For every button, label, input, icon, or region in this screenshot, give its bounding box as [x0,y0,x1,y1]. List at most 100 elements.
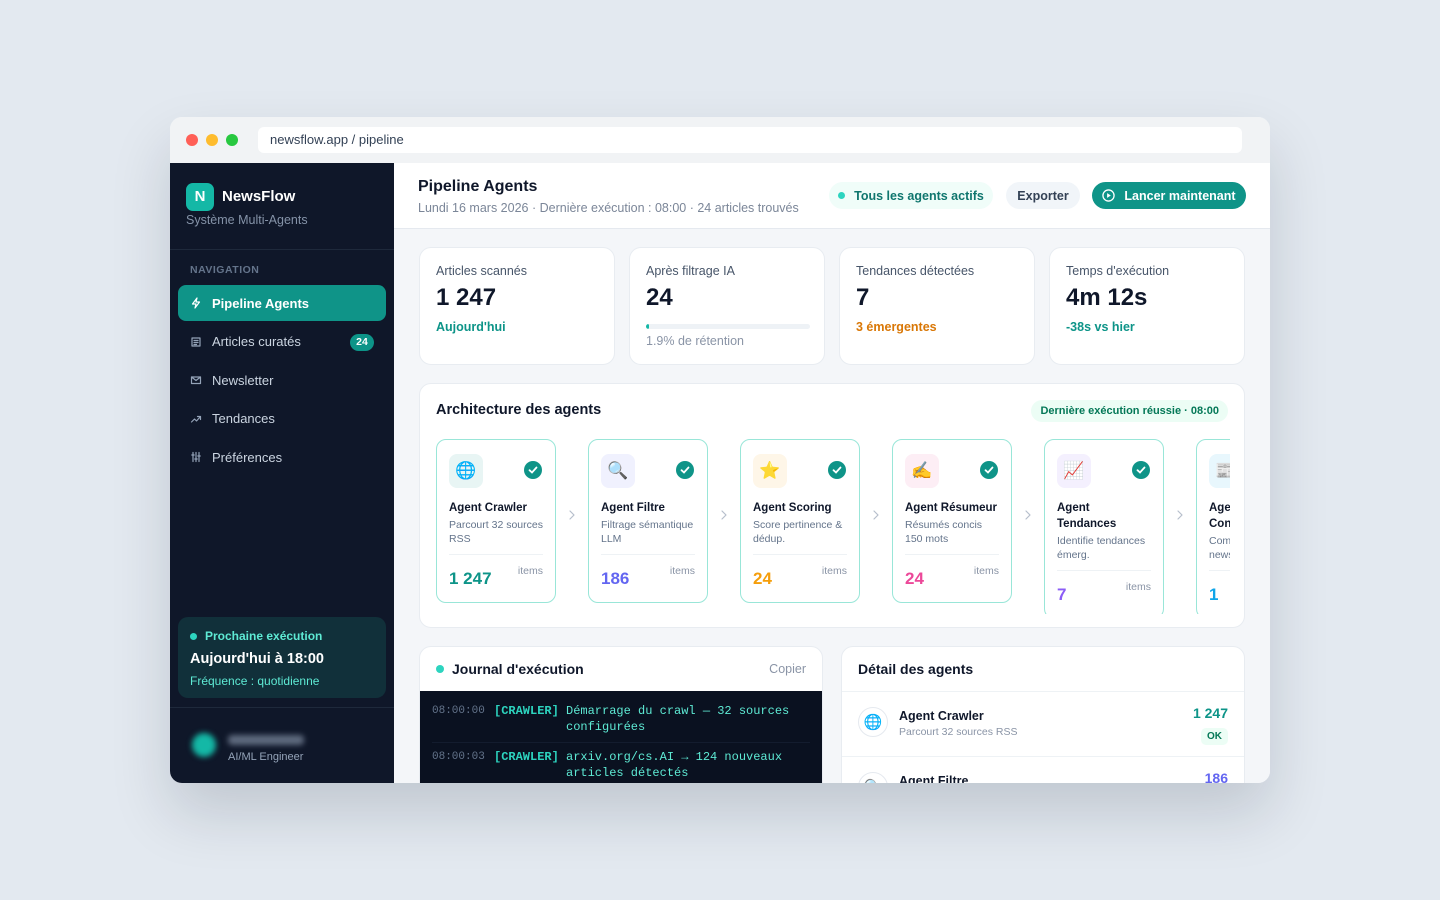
nav-item[interactable]: Pipeline Agents [178,285,386,321]
agent-icon: ✍️ [905,454,939,488]
nav-item[interactable]: Tendances [178,401,386,437]
copy-button[interactable]: Copier [769,662,806,676]
agent-count: 1 247 [449,569,492,588]
stat-value: 1 247 [436,284,497,311]
log-tag: [CRAWLER] [494,704,559,718]
check [832,466,842,474]
agent-unit: items [821,565,847,577]
agent-icon: 📈 [1057,454,1091,488]
agent-card[interactable]: ✍️ Agent Résumeur Résumés concis 150 mots 2… [892,439,1012,603]
journal-title: Journal d'exécution [436,661,584,677]
stat-label: Articles scannés [436,264,528,278]
agent-check [676,461,694,479]
icon [190,376,202,385]
log-message: Démarrage du crawl — 32 sources configur… [566,704,790,734]
agent-name: Agent Tendances [1057,502,1117,530]
agent-footer: 24 items [753,554,847,589]
agent-card[interactable]: 📰 Agent Concepteur Compose la newsletter 1i… [1196,439,1230,614]
stat-note: 3 émergentes [856,320,937,334]
log-time: 08:00:00 [432,705,485,717]
main: Pipeline Agents Lundi 16 mars 2026 · Der… [394,163,1270,783]
run-button[interactable]: Lancer maintenant [1092,182,1246,209]
next-run-title: Prochaine exécution [190,629,374,643]
stat-card: Tendances détectées 7 3 émergentes [839,247,1035,365]
user-role: AI/ML Engineer [228,751,304,763]
stat-card: Après filtrage IA 24 1.9% de rétention [629,247,825,365]
details-card: Détail des agents 🌐 Agent Crawler Parcourt… [841,646,1245,783]
agent-name: Agent Résumeur [905,502,998,514]
logo: N [186,183,214,211]
status-dot [838,192,846,199]
agent-footer: 186 items [601,554,695,589]
agent-description: Score pertinence & dédup. [753,519,843,545]
nav-item[interactable]: Newsletter [178,362,386,398]
agent-description: Identifie tendances émerg. [1057,535,1146,561]
architecture-card: Architecture des agents Dernière exécuti… [419,383,1245,628]
check [680,466,690,474]
stat-label: Après filtrage IA [646,264,735,278]
nav-item[interactable]: Articles curatés 24 [178,324,386,360]
stat-value: 4m 12s [1066,284,1148,311]
detail-icon: 🔍 [858,772,888,783]
log-line: 08:00:00 [CRAWLER] Démarrage du crawl — 32… [432,703,810,743]
text: Tous les agents actifs [854,188,984,203]
nav-text: Newsletter [212,372,274,388]
stat-value: 7 [856,284,870,311]
architecture-badge: Dernière exécution réussie · 08:00 [1031,400,1228,422]
agent-count: 24 [905,569,924,588]
agent-count: 7 [1057,585,1067,604]
avatar[interactable] [192,733,216,757]
agent-card[interactable]: 📈 Agent Tendances Identifie tendances émer… [1044,439,1164,614]
nav-text: Pipeline Agents [212,295,310,311]
agent-check [524,461,542,479]
export-button[interactable]: Exporter [1006,182,1080,209]
icon [721,510,727,520]
flow-arrow [708,439,740,591]
agent-unit: items [517,565,543,577]
close-dot[interactable] [186,134,198,146]
nav: Pipeline Agents Articles curatés 24 Newslet… [178,285,386,478]
stat-card: Temps d'exécution 4m 12s -38s vs hier [1049,247,1245,365]
text: Journal d'exécution [452,661,584,677]
agent-count: 186 [601,569,630,588]
stat-note: 1.9% de rétention [646,334,744,348]
header: Pipeline Agents Lundi 16 mars 2026 · Der… [394,163,1270,229]
agent-description: Parcourt 32 sources RSS [449,519,543,545]
agent-footer: 1 247 items [449,554,543,589]
maximize-dot[interactable] [226,134,238,146]
agent-name: Agent Concepteur [1209,502,1230,530]
flow-arrow [860,439,892,591]
text: Lancer maintenant [1124,188,1236,203]
nav-badge: 24 [350,333,374,351]
text: Prochaine exécution [205,629,323,643]
agent-card[interactable]: 🌐 Agent Crawler Parcourt 32 sources RSS 1 2… [436,439,556,603]
stat-note: Aujourd'hui [436,320,506,334]
icon [1025,510,1031,520]
play-icon [1102,189,1116,202]
nav-text: Tendances [212,411,275,427]
icon [190,415,202,423]
agent-footer: 1items [1209,570,1230,605]
nav-item[interactable]: Préférences [178,439,386,475]
agent-check [980,461,998,479]
agent-check [828,461,846,479]
check [528,466,538,474]
url-bar[interactable]: newsflow.app / pipeline [258,127,1242,153]
agent-card[interactable]: ⭐ Agent Scoring Score pertinence & dédup. 2… [740,439,860,603]
minimize-dot[interactable] [206,134,218,146]
title-bar: newsflow.app / pipeline [170,117,1270,163]
next-run: Prochaine exécution Aujourd'hui à 18:00 … [178,617,386,698]
detail-row[interactable]: 🌐 Agent Crawler Parcourt 32 sources RSS 1 2… [842,691,1244,756]
agent-unit: items [973,565,999,577]
agent-card[interactable]: 🔍 Agent Filtre Filtrage sémantique LLM 186 i… [588,439,708,603]
log-message: arxiv.org/cs.AI → 124 nouveaux articles … [566,750,783,780]
agent-icon: 🔍 [601,454,635,488]
next-run-frequency: Fréquence : quotidienne [190,674,320,688]
brand: NewsFlow [222,188,296,205]
agent-footer: 7 items [1057,570,1151,605]
icon [191,452,201,463]
status-dot [436,665,444,673]
agent-name: Agent Crawler [449,502,527,514]
